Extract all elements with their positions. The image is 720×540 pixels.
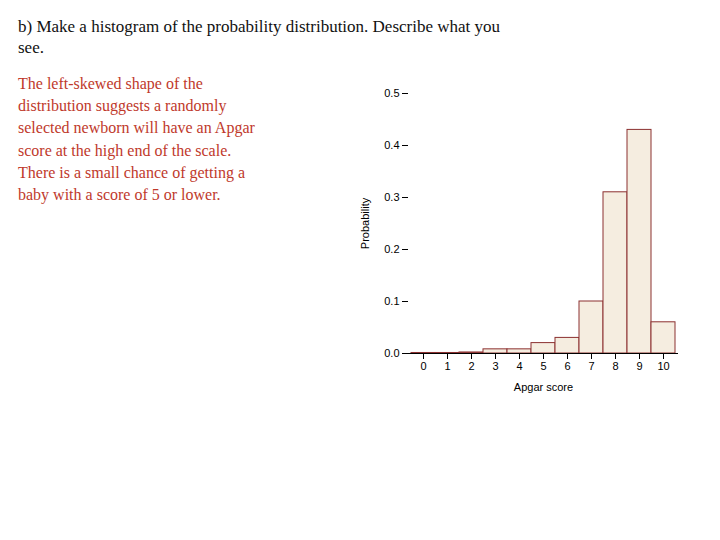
svg-text:10: 10 <box>657 360 669 372</box>
svg-text:Probability: Probability <box>359 197 371 249</box>
svg-text:0.0: 0.0 <box>384 347 399 359</box>
svg-text:8: 8 <box>612 360 618 372</box>
svg-text:6: 6 <box>564 360 570 372</box>
svg-text:7: 7 <box>588 360 594 372</box>
svg-text:Apgar score: Apgar score <box>514 380 573 392</box>
svg-text:0: 0 <box>420 360 426 372</box>
svg-text:2: 2 <box>468 360 474 372</box>
svg-text:0.3: 0.3 <box>384 191 399 203</box>
svg-text:0.4: 0.4 <box>384 139 399 151</box>
svg-text:0.1: 0.1 <box>384 295 399 307</box>
html-text:see.: see. <box>18 38 44 58</box>
html-text:The left-skewed shape of the d: The left-skewed shape of the distributio… <box>18 74 255 204</box>
html-text:b) Make a histogram of the pro: b) Make a histogram of the probability d… <box>18 17 500 36</box>
svg-text:4: 4 <box>516 360 522 372</box>
svg-text:9: 9 <box>636 360 642 372</box>
svg-text:0.2: 0.2 <box>384 243 399 255</box>
svg-text:0.5: 0.5 <box>384 87 399 99</box>
svg-text:5: 5 <box>540 360 546 372</box>
svg-text:1: 1 <box>444 360 450 372</box>
svg-text:3: 3 <box>492 360 498 372</box>
